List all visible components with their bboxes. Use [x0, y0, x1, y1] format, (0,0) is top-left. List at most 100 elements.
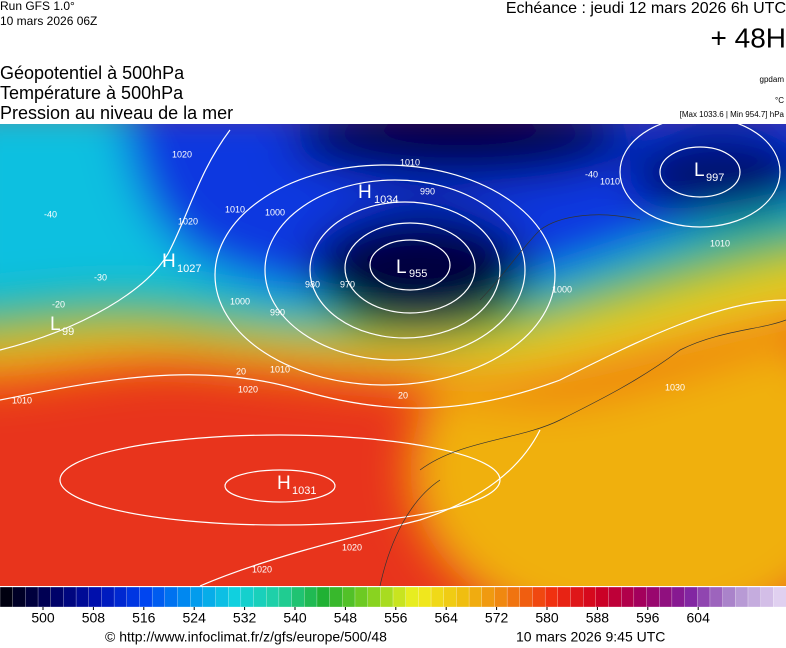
colorbar-swatch: [50, 586, 65, 608]
colorbar-swatch: [278, 586, 293, 608]
colorbar-swatch: [304, 586, 318, 608]
center-value: 955: [409, 268, 427, 280]
colorbar-swatch: [747, 586, 762, 608]
footer-issued: 10 mars 2026 9:45 UTC: [516, 629, 665, 645]
colorbar-swatch: [659, 586, 673, 608]
colorbar-swatch: [735, 586, 749, 608]
colorbar-swatch: [266, 586, 280, 608]
colorbar-swatch: [773, 586, 786, 608]
colorbar-swatch: [228, 586, 242, 608]
colorbar-swatch: [37, 586, 52, 608]
colorbar-swatch: [25, 586, 39, 608]
colorbar-swatch: [63, 586, 77, 608]
contour-label: 20: [398, 390, 408, 400]
title: Pression au niveau de la mer: [0, 103, 233, 123]
colorbar-label: 556: [384, 610, 408, 626]
colorbar-swatch: [570, 586, 584, 608]
colorbar-label: 540: [283, 610, 307, 626]
colorbar: 500 508 516 524 532 540 548 556 564 572 580 588 596 6…: [0, 586, 786, 626]
colorbar-swatch: [164, 586, 179, 608]
contour-label: 1020: [342, 542, 362, 552]
colorbar-swatch: [101, 586, 115, 608]
colorbar-swatch: [494, 586, 508, 608]
run: Run GFS 1.0°: [0, 0, 75, 13]
colorbar-label: 508: [82, 610, 106, 626]
contour-label: 1010: [600, 176, 620, 186]
colorbar-label: 500: [31, 610, 55, 626]
center-kind: L: [396, 257, 407, 278]
colorbar-swatch: [253, 586, 267, 608]
colorbar-swatch: [684, 586, 698, 608]
contour-label: 1010: [400, 157, 420, 167]
colorbar-swatch: [760, 586, 774, 608]
footer-url: © http://www.infoclimat.fr/z/gfs/europe/…: [105, 629, 387, 645]
contour-label: 1010: [270, 364, 290, 374]
colorbar-label: 524: [183, 610, 207, 626]
center-kind: H: [277, 473, 291, 494]
colorbar-swatch: [113, 586, 128, 608]
contour-label: 1000: [265, 207, 285, 217]
colorbar-swatch: [405, 586, 420, 608]
colorbar-swatch: [316, 586, 331, 608]
contour-label: 1000: [552, 284, 572, 294]
contour-label: 1030: [665, 382, 685, 392]
colorbar-swatch: [215, 586, 229, 608]
colorbar-swatch: [354, 586, 369, 608]
forecast: Echéance : jeudi 12 mars 2026 6h UTC: [506, 0, 786, 17]
title: Géopotentiel à 500hPa: [0, 63, 185, 83]
contour-label: 1020: [172, 149, 192, 159]
colorbar-swatch: [329, 586, 343, 608]
lead-time: + 48H: [711, 22, 786, 53]
colorbar-swatch: [88, 586, 103, 608]
colorbar-swatch: [240, 586, 255, 608]
colorbar-swatch: [443, 586, 458, 608]
colorbar-label: 532: [233, 610, 257, 626]
unit: °C: [775, 96, 784, 105]
contour-label: 20: [236, 366, 246, 376]
colorbar-swatch: [633, 586, 648, 608]
contour-label: 1020: [252, 564, 272, 574]
colorbar-swatch: [291, 586, 305, 608]
colorbar-swatch: [0, 586, 14, 608]
contour-label: 1020: [238, 384, 258, 394]
colorbar-swatch: [468, 586, 483, 608]
colorbar-swatch: [12, 586, 27, 608]
colorbar-swatch: [722, 586, 736, 608]
colorbar-swatch: [646, 586, 660, 608]
run-date: 10 mars 2026 06Z: [0, 14, 97, 28]
unit: [Max 1033.6 | Min 954.7] hPa: [680, 110, 785, 119]
contour-label: -20: [52, 299, 65, 309]
colorbar-swatch: [583, 586, 597, 608]
contour-label: 1010: [225, 204, 245, 214]
colorbar-swatch: [418, 586, 432, 608]
colorbar-swatch: [75, 586, 90, 608]
colorbar-swatch: [367, 586, 381, 608]
colorbar-label: 596: [636, 610, 660, 626]
contour-label: -40: [44, 209, 57, 219]
contour-label: 1010: [12, 395, 32, 405]
contour-label: 970: [340, 279, 355, 289]
contour-label: -40: [585, 169, 598, 179]
pressure-centers: H 1034 L 955 H 1027 L 997 L 99 H 1031: [50, 160, 724, 497]
colorbar-swatch: [139, 586, 153, 608]
contour-label: 1010: [710, 238, 730, 248]
colorbar-label: 548: [334, 610, 358, 626]
contour-labels: 1020 1010 1000 990 980 970 1010 1000 990…: [12, 149, 730, 574]
colorbar-swatch: [506, 586, 521, 608]
center-value: 997: [706, 172, 724, 184]
colorbar-swatch: [519, 586, 534, 608]
colorbar-label: 604: [687, 610, 711, 626]
colorbar-swatch: [557, 586, 572, 608]
colorbar-swatch: [202, 586, 217, 608]
colorbar-swatch: [481, 586, 496, 608]
unit: gpdam: [760, 75, 785, 84]
center-value: 1034: [374, 194, 398, 206]
colorbar-swatch: [544, 586, 559, 608]
colorbar-swatch: [126, 586, 141, 608]
colorbar-label: 580: [535, 610, 559, 626]
colorbar-swatch: [380, 586, 394, 608]
center-kind: L: [50, 314, 61, 335]
contour-label: 990: [270, 307, 285, 317]
